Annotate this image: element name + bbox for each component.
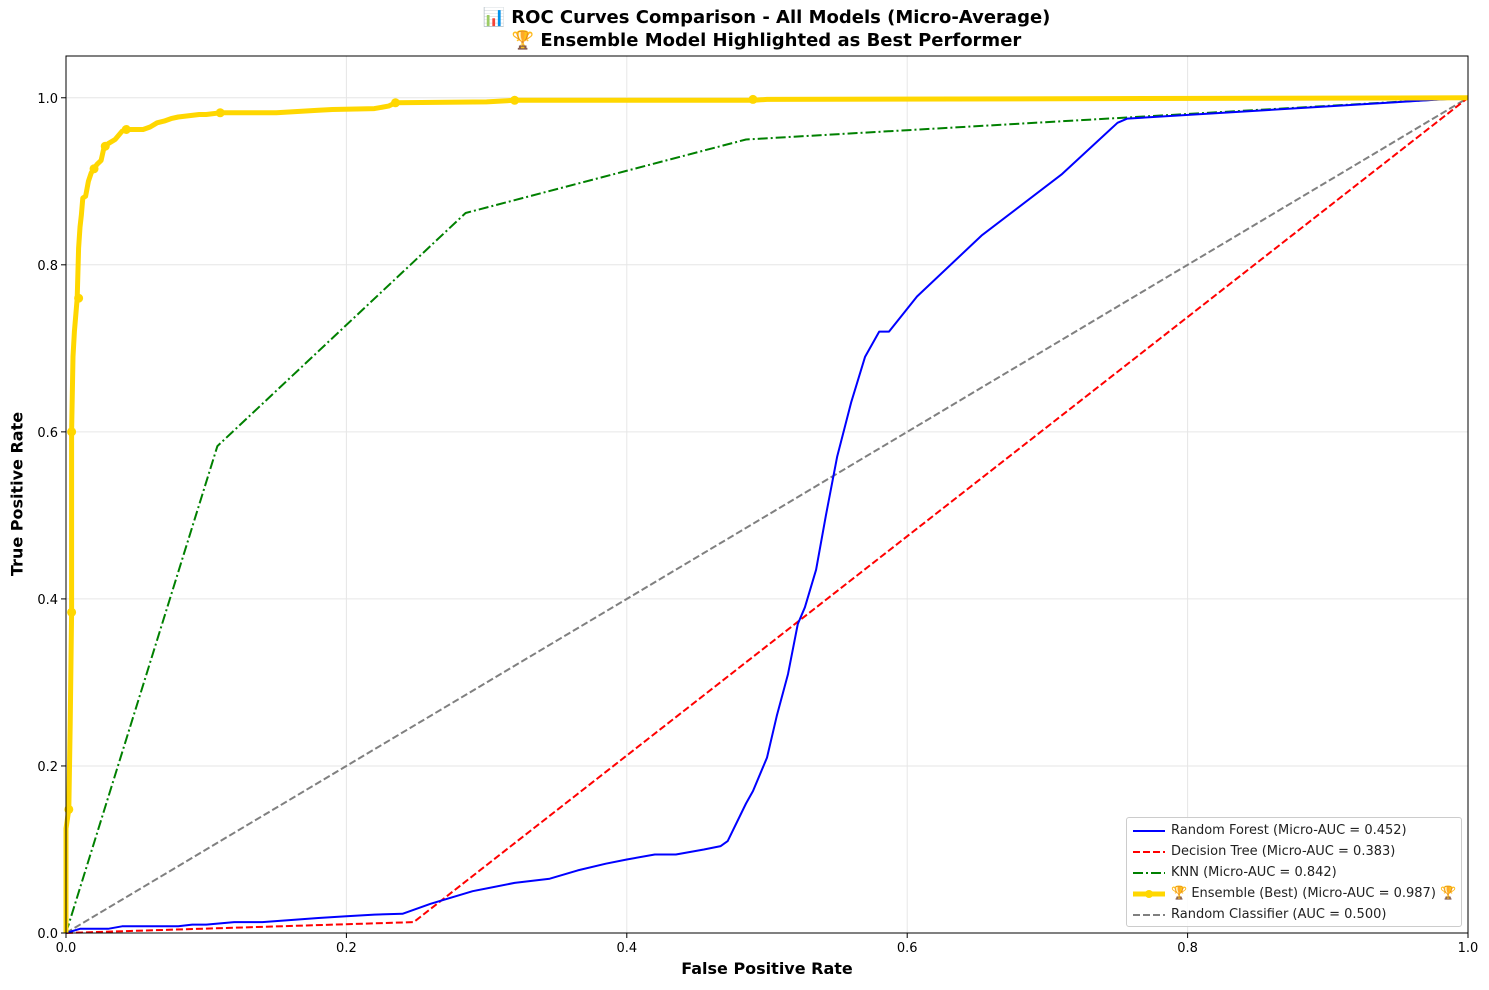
series-line-random-classifier xyxy=(65,96,1469,934)
x-tick-label: 0.6 xyxy=(897,941,918,956)
y-tick-label: 0.8 xyxy=(37,259,58,274)
x-axis-label: False Positive Rate xyxy=(681,959,853,978)
legend-swatch xyxy=(1133,872,1165,874)
y-axis-label: True Positive Rate xyxy=(7,411,27,577)
y-tick-label: 0.6 xyxy=(37,426,58,441)
series-line-decision-tree xyxy=(65,97,1469,934)
y-tick-label: 0.2 xyxy=(37,760,58,775)
legend-swatch xyxy=(1133,890,1165,898)
legend-label: Decision Tree (Micro-AUC = 0.383) xyxy=(1171,844,1396,859)
y-tick-label: 0.0 xyxy=(37,927,58,942)
legend-label: KNN (Micro-AUC = 0.842) xyxy=(1171,865,1337,880)
x-tick-label: 1.0 xyxy=(1458,941,1479,956)
legend-swatch xyxy=(1133,830,1165,832)
series-marker-ensemble xyxy=(74,293,84,303)
x-tick-label: 0.2 xyxy=(336,941,357,956)
series-marker-ensemble xyxy=(121,125,131,135)
series-marker-ensemble xyxy=(100,141,110,151)
legend-label: Random Classifier (AUC = 0.500) xyxy=(1171,907,1387,922)
grid-lines xyxy=(65,56,1469,934)
legend-swatch xyxy=(1133,914,1165,916)
series-marker-ensemble xyxy=(67,607,77,617)
series-marker-ensemble xyxy=(89,164,99,174)
series-marker-ensemble xyxy=(215,108,225,118)
chart-title: 📊 ROC Curves Comparison - All Models (Mi… xyxy=(482,7,1051,28)
series-marker-ensemble xyxy=(510,95,520,105)
plot-curves xyxy=(63,94,1469,934)
legend-item-decision-tree: Decision Tree (Micro-AUC = 0.383) xyxy=(1127,842,1461,862)
series-marker-ensemble xyxy=(67,427,77,437)
x-axis-ticks: 0.0 0.2 0.4 0.6 0.8 1.0 xyxy=(56,933,1479,956)
legend-label: Random Forest (Micro-AUC = 0.452) xyxy=(1171,823,1407,838)
legend-item-ensemble: 🏆 Ensemble (Best) (Micro-AUC = 0.987) 🏆 xyxy=(1127,884,1461,904)
series-line-ensemble xyxy=(63,95,1469,933)
x-tick-label: 0.4 xyxy=(616,941,637,956)
legend-item-random-forest: Random Forest (Micro-AUC = 0.452) xyxy=(1127,821,1461,841)
y-tick-label: 0.4 xyxy=(37,593,58,608)
chart-subtitle: 🏆 Ensemble Model Highlighted as Best Per… xyxy=(511,30,1022,51)
series-marker-ensemble xyxy=(64,804,74,814)
legend-swatch xyxy=(1133,851,1165,853)
x-tick-label: 0.0 xyxy=(56,941,77,956)
y-axis-ticks: 0.0 0.2 0.4 0.6 0.8 1.0 xyxy=(37,92,66,942)
series-line-random-forest xyxy=(65,96,1469,934)
x-tick-label: 0.8 xyxy=(1177,941,1198,956)
series-line-knn xyxy=(65,96,1469,934)
legend-label: 🏆 Ensemble (Best) (Micro-AUC = 0.987) 🏆 xyxy=(1171,886,1457,901)
plot-frame xyxy=(65,55,1469,934)
legend: Random Forest (Micro-AUC = 0.452) Decisi… xyxy=(1126,817,1462,927)
y-tick-label: 1.0 xyxy=(37,92,58,107)
series-marker-ensemble xyxy=(748,94,758,104)
legend-item-knn: KNN (Micro-AUC = 0.842) xyxy=(1127,863,1461,883)
series-marker-ensemble xyxy=(390,98,400,108)
legend-item-random-classifier: Random Classifier (AUC = 0.500) xyxy=(1127,905,1461,925)
